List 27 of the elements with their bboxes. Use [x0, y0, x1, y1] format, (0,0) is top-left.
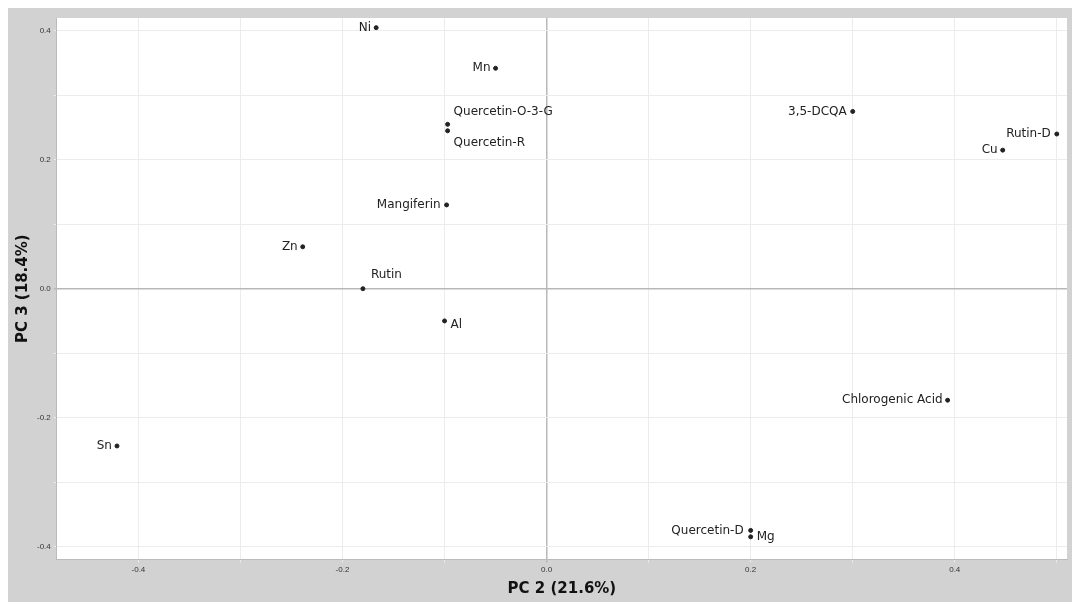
y-tick-label: 0.0 [39, 283, 52, 293]
text: 3,5-DCQA [788, 103, 848, 118]
text: Mg [756, 528, 775, 543]
text: Rutin-D [1006, 126, 1051, 141]
text: Quercetin-O-3-G [453, 104, 553, 119]
text: Al [450, 317, 463, 332]
x-tick-label: -0.4 [131, 565, 146, 575]
text: Zn [281, 238, 298, 253]
y-axis-title: PC 3 (18.4%) [12, 234, 31, 344]
text: Mn [472, 60, 491, 75]
x-tick-label: 0.2 [745, 565, 757, 575]
text: Ni [358, 19, 372, 34]
y-tick-label: 0.4 [39, 26, 52, 36]
x-axis-title: PC 2 (21.6%) [507, 578, 617, 597]
y-tick-label: -0.4 [36, 541, 52, 551]
text: Quercetin-D [671, 522, 744, 537]
y-tick-label: -0.2 [36, 412, 52, 422]
y-tick-label: 0.2 [39, 155, 52, 164]
text: Cu [981, 142, 998, 157]
text: Mangiferin [376, 197, 441, 212]
text: Rutin [370, 266, 402, 281]
text: Chlorogenic Acid [842, 392, 943, 407]
x-tick-label: 0.0 [541, 565, 553, 575]
text: Quercetin-R [453, 134, 526, 149]
x-tick-label: -0.2 [335, 565, 350, 575]
text: Sn [96, 438, 112, 453]
x-tick-label: 0.4 [949, 565, 961, 575]
